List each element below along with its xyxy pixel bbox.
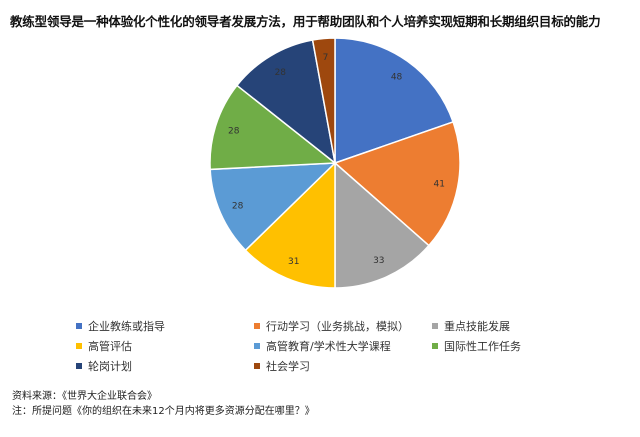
pie-data-label-7: 7 [323,53,329,63]
question-note: 注：所提问题《你的组织在未来12个月内将更多资源分配在哪里？》 [12,406,315,417]
pie-data-label-0: 48 [391,72,403,82]
pie-data-label-4: 28 [232,202,244,212]
legend-label-2: 重点技能发展 [444,319,510,333]
legend-item-3: 高管评估 [76,337,254,354]
legend-swatch-5 [432,342,438,349]
legend-swatch-4 [254,342,260,349]
legend-item-2: 重点技能发展 [432,317,582,334]
footnotes: 资料来源：《世界大企业联合会》 注：所提问题《你的组织在未来12个月内将更多资源… [12,389,315,419]
legend-swatch-0 [76,322,82,329]
pie-slice-3 [244,161,336,289]
pie-chart-container: 48 41 33 31 28 28 28 7 [200,34,470,298]
legend-label-0: 企业教练或指导 [88,319,165,333]
pie-slice-4 [209,162,337,252]
pie-data-label-3: 31 [288,257,299,267]
legend-swatch-7 [254,362,260,369]
chart-title: 教练型领导是一种体验化个性化的领导者发展方法，用于帮助团队和个人培养实现短期和长… [10,14,601,29]
legend-item-1: 行动学习（业务挑战，模拟） [254,317,432,334]
legend-item-6: 轮岗计划 [76,357,254,374]
pie-slice-2 [334,161,430,289]
legend-swatch-1 [254,322,260,329]
legend-label-6: 轮岗计划 [88,359,132,373]
pie-slice-7 [311,37,336,164]
chart-legend: 企业教练或指导 行动学习（业务挑战，模拟） 重点技能发展高管评估 高管教育/学术性大学… [76,317,582,374]
legend-label-7: 社会学习 [266,359,310,373]
pie-slice-6 [235,39,337,165]
pie-data-label-1: 41 [434,179,445,189]
legend-swatch-2 [432,322,438,329]
pie-slice-5 [209,84,338,171]
source-note: 资料来源：《世界大企业联合会》 [12,391,157,402]
pie-data-label-5: 28 [228,127,240,137]
legend-item-0: 企业教练或指导 [76,317,254,334]
pie-data-label-6: 28 [275,68,287,78]
legend-item-4: 高管教育/学术性大学课程 [254,337,432,354]
legend-label-1: 行动学习（业务挑战，模拟） [266,319,409,333]
legend-label-4: 高管教育/学术性大学课程 [266,339,391,353]
legend-swatch-6 [76,362,82,369]
legend-item-5: 国际性工作任务 [432,337,582,354]
legend-label-5: 国际性工作任务 [444,339,521,353]
pie-slice-1 [333,120,461,247]
legend-swatch-3 [76,342,82,349]
legend-label-3: 高管评估 [88,339,132,353]
pie-chart: 48 41 33 31 28 28 28 7 [209,37,461,289]
pie-data-label-2: 33 [373,256,384,266]
legend-item-7: 社会学习 [254,357,432,374]
